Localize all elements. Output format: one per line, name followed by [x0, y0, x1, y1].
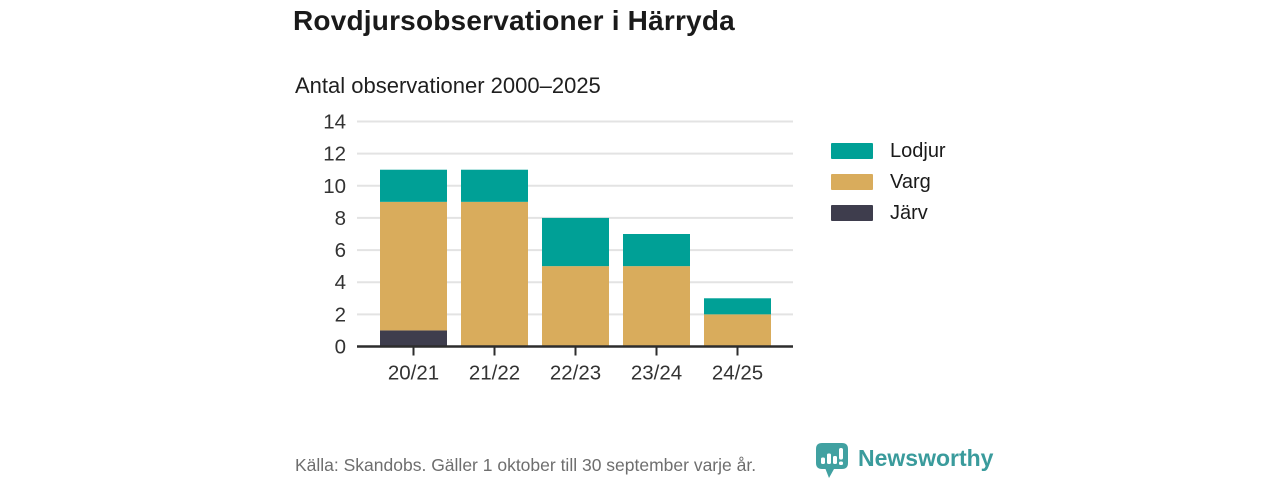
y-tick-label: 14	[323, 111, 346, 134]
x-tick-label: 22/23	[550, 362, 601, 385]
chart-legend: Lodjur Varg Järv	[831, 141, 946, 223]
bar-segment-lodjur-22-23	[542, 217, 609, 267]
x-tick-label: 20/21	[388, 362, 439, 385]
chart-subtitle: Antal observationer 2000–2025	[295, 73, 601, 98]
bar-segment-varg-23-24	[623, 266, 690, 347]
source-note: Källa: Skandobs. Gäller 1 oktober till 3…	[295, 455, 757, 475]
x-axis	[357, 345, 793, 356]
legend-swatch-varg	[831, 174, 873, 190]
y-tick-label: 6	[335, 239, 346, 262]
legend-label: Lodjur	[890, 140, 946, 162]
y-tick-label: 12	[323, 143, 346, 166]
bar-segment-varg-24-25	[704, 314, 771, 347]
bar-segment-lodjur-21-22	[461, 169, 528, 202]
newsworthy-wordmark: Newsworthy	[858, 445, 994, 471]
x-tick-label: 21/22	[469, 362, 520, 385]
bar-segment-lodjur-20-21	[380, 169, 447, 202]
bars-group	[380, 169, 771, 347]
legend-item-lodjur: Lodjur	[831, 141, 946, 161]
newsworthy-logo-icon	[814, 441, 850, 480]
bar-segment-varg-20-21	[380, 201, 447, 331]
legend-item-järv: Järv	[831, 203, 946, 223]
legend-swatch-lodjur	[831, 143, 873, 159]
bar-segment-lodjur-24-25	[704, 298, 771, 315]
y-tick-label: 10	[323, 175, 346, 198]
y-tick-label: 4	[335, 271, 346, 294]
newsworthy-brand: Newsworthy	[814, 441, 993, 480]
x-tick-label: 23/24	[631, 362, 682, 385]
legend-label: Järv	[890, 202, 928, 224]
y-tick-label: 8	[335, 207, 346, 230]
stacked-bar-chart: 0 2 4 6 8 10 12 14 20/21 21/22 22/23 23/24 24/25	[300, 105, 810, 395]
chart-plot-area: 0 2 4 6 8 10 12 14 20/21 21/22 22/23 23/24 24/25	[323, 111, 793, 385]
y-tick-label: 0	[335, 336, 346, 359]
legend-label: Varg	[890, 171, 931, 193]
bar-segment-varg-21-22	[461, 201, 528, 347]
legend-item-varg: Varg	[831, 172, 946, 192]
y-tick-label: 2	[335, 303, 346, 326]
chart-title: Rovdjursobservationer i Härryda	[293, 5, 735, 36]
x-tick-label: 24/25	[712, 362, 763, 385]
bar-segment-lodjur-23-24	[623, 234, 690, 267]
bar-segment-järv-20-21	[380, 330, 447, 347]
y-axis-labels: 0 2 4 6 8 10 12 14	[323, 111, 346, 359]
x-axis-labels: 20/21 21/22 22/23 23/24 24/25	[388, 362, 763, 385]
legend-swatch-järv	[831, 205, 873, 221]
bar-segment-varg-22-23	[542, 266, 609, 347]
